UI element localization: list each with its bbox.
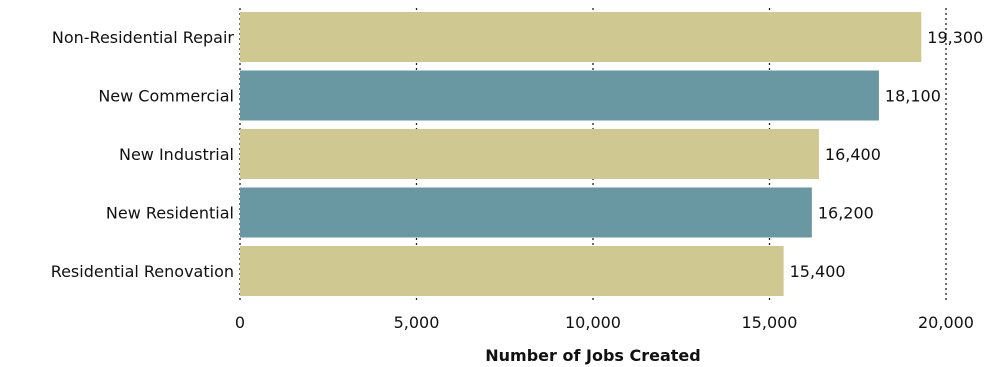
value-label: 15,400	[790, 262, 846, 281]
bar-0	[240, 12, 922, 62]
bar-3	[240, 187, 812, 238]
category-label: Non-Residential Repair	[52, 28, 235, 47]
bar-1	[240, 70, 879, 121]
value-label: 16,200	[818, 204, 874, 223]
x-tick-label: 0	[235, 313, 245, 332]
category-label: Residential Renovation	[51, 262, 234, 281]
x-tick-label: 5,000	[394, 313, 440, 332]
x-tick-label: 15,000	[742, 313, 798, 332]
value-label: 18,100	[885, 87, 941, 106]
category-label: New Commercial	[98, 87, 234, 106]
x-tick-label: 20,000	[918, 313, 974, 332]
category-label: New Residential	[106, 204, 234, 223]
x-axis-title: Number of Jobs Created	[485, 346, 700, 365]
bar-4	[240, 246, 784, 296]
bar-2	[240, 129, 819, 179]
value-label: 19,300	[927, 28, 983, 47]
category-label: New Industrial	[119, 145, 234, 164]
labels: Non-Residential Repair 19,300 New Commerci…	[51, 28, 984, 332]
value-label: 16,400	[825, 145, 881, 164]
bars	[240, 12, 922, 296]
x-tick-label: 10,000	[565, 313, 621, 332]
